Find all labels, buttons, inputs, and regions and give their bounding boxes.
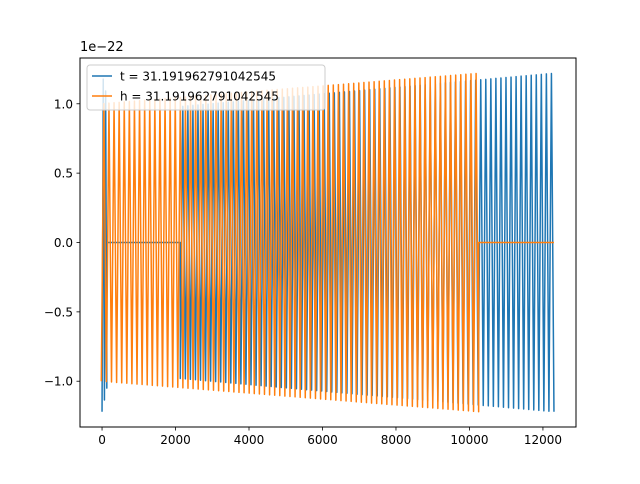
ticks-layer: 0 2000 4000 6000 8000 10000 12000 1.0 0.5 0.0 −0.5… [44,97,562,447]
y-tick-label: 0.5 [54,167,73,181]
y-axis-offset-text: 1e−22 [80,40,124,55]
legend-label-1: t = 31.191962791042545 [120,70,276,84]
series-line-1 [101,72,555,413]
legend-box [86,64,326,111]
y-tick-label: 0.0 [54,236,73,250]
y-tick-label: 1.0 [54,97,73,111]
x-tick-label: 6000 [307,433,338,447]
x-tick-label: 2000 [160,433,191,447]
x-tick-label: 8000 [381,433,412,447]
x-tick-label: 4000 [234,433,265,447]
plot-area-frame [79,57,577,428]
x-tick-label: 10000 [450,433,488,447]
y-tick-label: −1.0 [44,375,73,389]
y-tick-label: −0.5 [44,305,73,319]
x-tick-label: 12000 [524,433,562,447]
legend-label-2: h = 31.191962791042545 [120,90,279,104]
x-tick-label: 0 [98,433,106,447]
legend: t = 31.191962791042545 h = 31.19196279104… [86,64,326,111]
